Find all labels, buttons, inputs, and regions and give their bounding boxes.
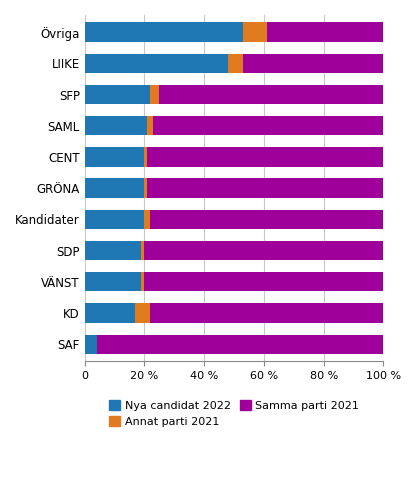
Bar [84,54,228,73]
Bar [144,210,150,229]
Bar [84,179,144,198]
Bar [84,303,136,323]
Legend: Nya candidat 2022, Annat parti 2021, Samma parti 2021: Nya candidat 2022, Annat parti 2021, Sam… [107,398,361,429]
Bar [150,210,384,229]
Bar [267,23,384,42]
Bar [144,147,147,166]
Bar [141,241,144,260]
Bar [150,303,384,323]
Bar [84,210,144,229]
Bar [243,23,267,42]
Bar [84,334,97,354]
Bar [243,54,384,73]
Bar [84,272,141,292]
Bar [147,147,384,166]
Bar [84,147,144,166]
Bar [144,272,384,292]
Bar [154,116,384,136]
Bar [84,241,141,260]
Bar [136,303,150,323]
Bar [84,85,150,104]
Bar [141,272,144,292]
Bar [144,179,147,198]
Bar [84,116,147,136]
Bar [144,241,384,260]
Bar [150,85,159,104]
Bar [97,334,384,354]
Bar [228,54,243,73]
Bar [147,179,384,198]
Bar [159,85,384,104]
Bar [147,116,154,136]
Bar [84,23,243,42]
